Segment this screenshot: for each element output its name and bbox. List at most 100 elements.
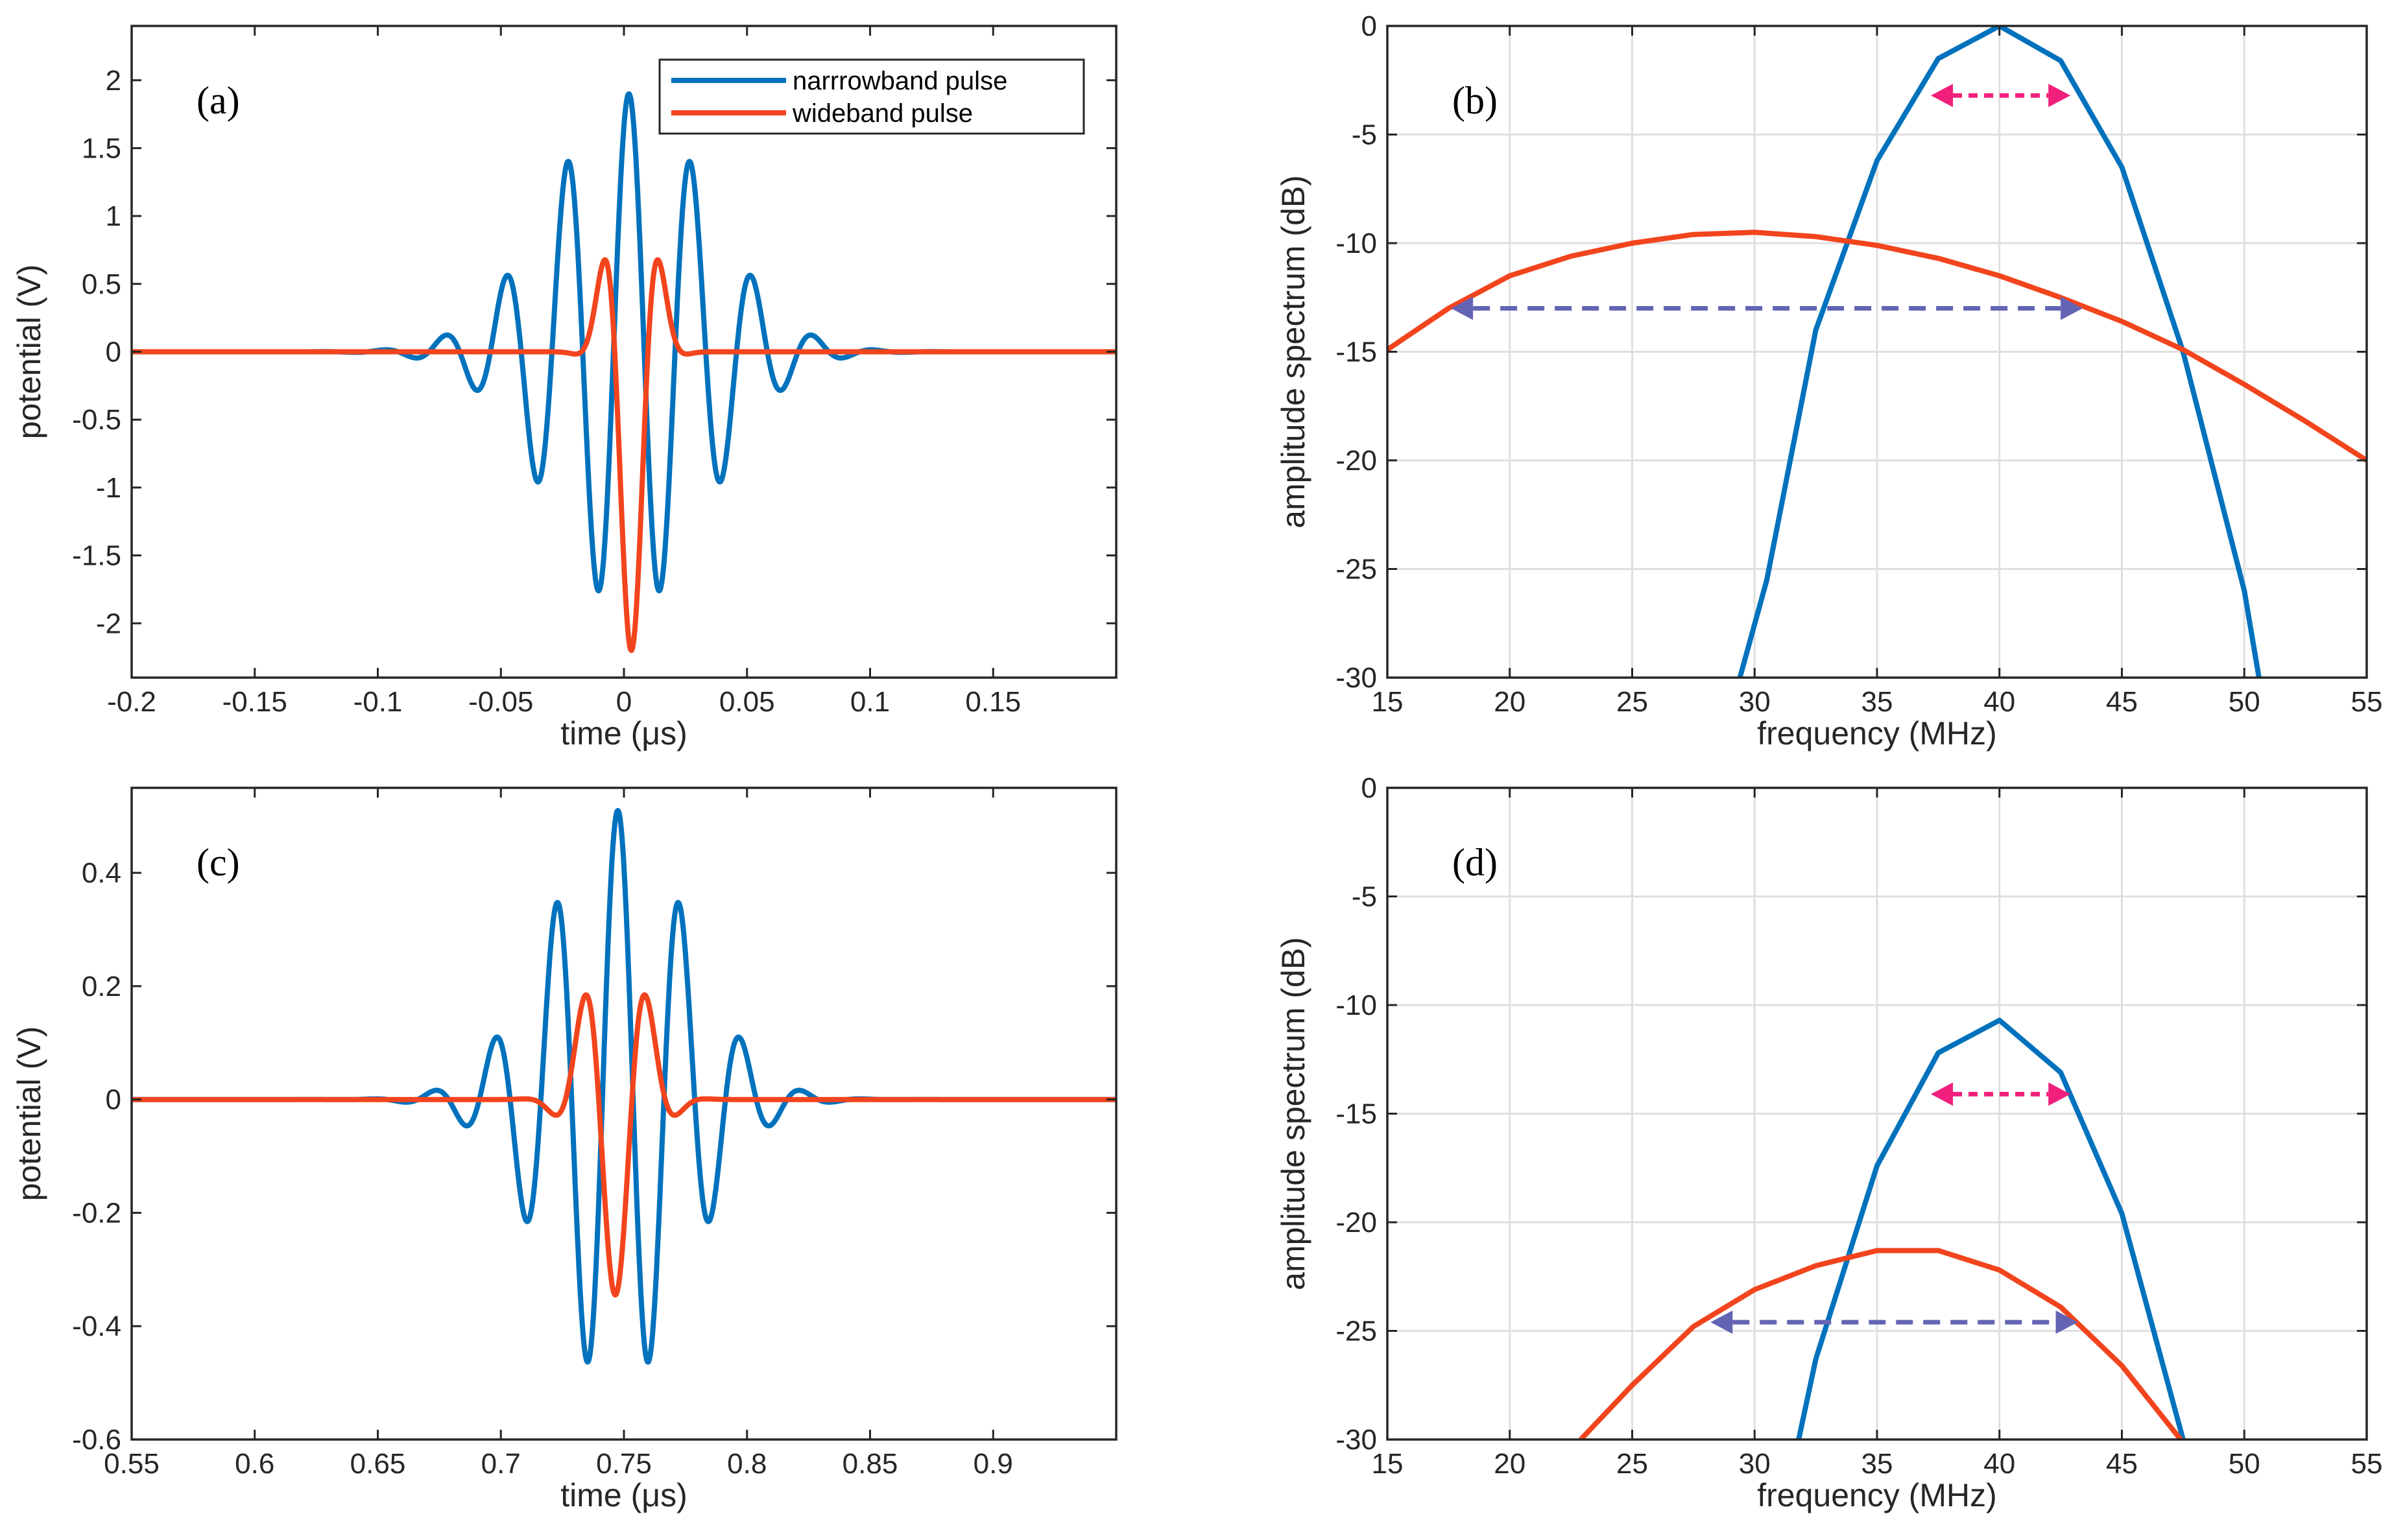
y-tick-label: 0 [1361,772,1377,804]
panel-c: 0.55 0.6 0.65 0.7 0.75 0.8 0.85 0.9 0.4 0.2 0 -0.2 -… [11,787,1118,1513]
y-tick-label: 1.5 [82,132,121,164]
y-tick-label: -0.5 [72,404,121,436]
panel-a: -0.2 -0.15 -0.1 -0.05 0 0.05 0.1 0.15 2 1.5 1 0.5 0 -… [11,25,1118,752]
bandwidth-arrow-dotted [1931,1082,2071,1106]
series-group [1579,1017,2186,1439]
x-tick-label: 30 [1739,686,1771,718]
panel-b: 15 20 25 30 35 40 45 50 55 0 -5 -10 -15 -20 -25 -30 freq… [1275,10,2382,752]
x-tick-label: 30 [1739,1448,1771,1480]
x-tick-label: -0.2 [107,686,156,718]
series-line-wideband [132,257,1116,653]
y-tick-label: -30 [1335,1424,1377,1456]
y-tick-label: -10 [1335,989,1377,1021]
arrow-head-left [1931,1082,1954,1106]
y-tick-label: 0 [1361,10,1377,42]
x-tick-label: 55 [2351,686,2383,718]
y-tick-label: 1 [106,200,121,232]
y-tick-label: -15 [1335,337,1377,368]
series-group [132,91,1116,653]
arrow-head-right [2048,1082,2071,1106]
y-tick-label: -30 [1335,662,1377,694]
x-tick-label: 40 [1983,686,2015,718]
x-tick-label: 0.1 [850,686,890,718]
y-tick-label: -20 [1335,445,1377,477]
y-tick-label: -10 [1335,228,1377,259]
x-tick-label: -0.1 [353,686,403,718]
x-tick-label: 25 [1616,1448,1648,1480]
x-tick-label: 0.85 [843,1448,898,1480]
x-tick-label: 50 [2229,1448,2260,1480]
x-tick-label: 15 [1372,1448,1404,1480]
y-axis-label: amplitude spectrum (dB) [1275,175,1311,528]
x-tick-label: 25 [1616,686,1648,718]
x-axis-label: time (μs) [560,715,687,752]
series-line-wideband [1387,230,2367,463]
bandwidth-arrow-dashed [1710,1310,2078,1334]
bandwidth-arrow-dashed [1451,296,2083,320]
series-line-narrowband [1796,1017,2186,1439]
series-group [132,808,1116,1365]
legend-entry: wideband pulse [792,99,973,128]
arrow-head-right [2055,1310,2078,1334]
y-tick-label: 0.5 [82,268,121,300]
x-axis-label: time (μs) [560,1477,687,1513]
panel-d: 15 20 25 30 35 40 45 50 55 0 -5 -10 -15 -20 -25 -30 freq… [1275,772,2382,1513]
y-tick-label: 0.2 [82,971,121,1002]
x-tick-label: 20 [1494,1448,1525,1480]
series-line-wideband [1579,1248,2183,1439]
series-line-narrowband [1737,26,2262,678]
x-tick-label: 0.9 [974,1448,1013,1480]
x-tick-label: 0.75 [596,1448,652,1480]
series-group [1387,26,2367,678]
y-tick-label: 0 [106,337,121,368]
bandwidth-arrow-dotted [1931,84,2071,108]
x-tick-label: 0.05 [719,686,775,718]
panel-label: (d) [1452,841,1498,884]
x-tick-label: 0.8 [727,1448,767,1480]
x-tick-label: 0.65 [350,1448,406,1480]
x-tick-label: 50 [2229,686,2260,718]
legend-box [658,58,1085,135]
panel-label: (a) [197,79,240,122]
x-tick-label: 35 [1861,1448,1893,1480]
y-axis-label: amplitude spectrum (dB) [1275,937,1311,1290]
x-axis-label: frequency (MHz) [1757,715,1997,752]
x-tick-label: 0 [616,686,632,718]
x-axis-label: frequency (MHz) [1757,1477,1997,1513]
arrow-head-left [1931,84,1954,108]
arrow-head-left [1451,296,1474,320]
y-tick-label: -2 [96,608,121,639]
y-tick-label: 2 [106,65,121,97]
series-line-wideband [132,992,1116,1298]
y-tick-label: -25 [1335,554,1377,586]
y-tick-label: -5 [1352,881,1377,913]
y-tick-label: -15 [1335,1098,1377,1130]
x-tick-label: 55 [2351,1448,2383,1480]
arrow-head-right [2048,84,2071,108]
panel-label: (b) [1452,79,1498,122]
y-axis-label: potential (V) [11,1026,47,1202]
x-tick-label: 0.7 [481,1448,521,1480]
panel-label: (c) [197,841,240,884]
arrow-head-left [1710,1310,1733,1334]
y-tick-label: 0 [106,1084,121,1116]
x-tick-label: -0.15 [222,686,287,718]
x-tick-label: 35 [1861,686,1893,718]
x-tick-label: 45 [2106,1448,2138,1480]
x-tick-label: 15 [1372,686,1404,718]
y-tick-label: -5 [1352,119,1377,151]
legend: narrrowband pulse wideband pulse [658,58,1085,135]
y-tick-label: 0.4 [82,857,121,889]
x-tick-label: 40 [1983,1448,2015,1480]
y-tick-label: -0.4 [72,1310,121,1342]
y-axis-label: potential (V) [11,265,47,440]
y-tick-label: -20 [1335,1207,1377,1238]
legend-entry: narrrowband pulse [793,67,1007,95]
y-tick-label: -0.6 [72,1424,121,1456]
x-tick-label: 20 [1494,686,1525,718]
x-tick-label: -0.05 [468,686,533,718]
x-tick-label: 45 [2106,686,2138,718]
x-tick-label: 0.15 [965,686,1021,718]
x-tick-label: 0.55 [104,1448,160,1480]
